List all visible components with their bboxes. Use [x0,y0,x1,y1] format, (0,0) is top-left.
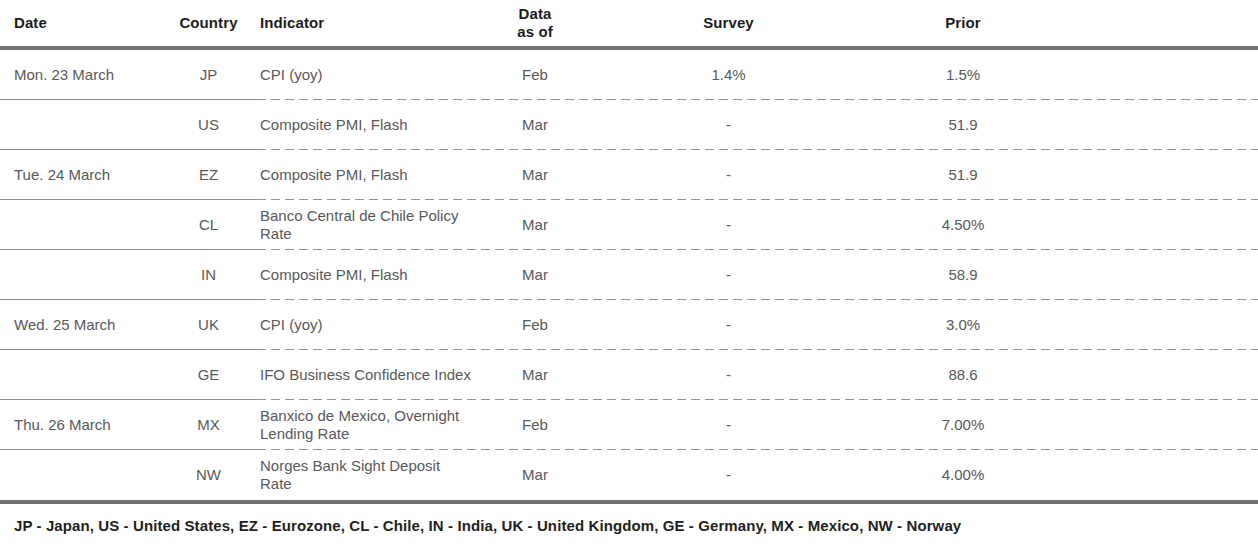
indicator-cell: CPI (yoy) [257,300,500,350]
row-filler [1039,450,1258,500]
survey-cell: - [570,250,887,300]
column-header-country: Country [160,14,257,32]
survey-cell: - [570,100,887,150]
row-filler [1039,350,1258,400]
header-filler [1039,5,1258,41]
prior-cell: 51.9 [887,100,1039,150]
country-cell: JP [160,50,257,99]
prior-cell: 88.6 [887,350,1039,400]
table-row: Wed. 25 March UK CPI (yoy) Feb - 3.0% [0,300,1258,350]
row-filler [1039,250,1258,300]
date-cell [0,250,160,299]
data-as-of-cell: Mar [500,150,570,200]
indicator-cell: Banco Central de Chile Policy Rate [257,200,500,250]
table-row: NW Norges Bank Sight Deposit Rate Mar - … [0,450,1258,500]
column-header-survey: Survey [570,5,887,41]
date-cell [0,350,160,399]
data-as-of-cell: Mar [500,200,570,250]
indicator-cell: CPI (yoy) [257,50,500,100]
country-cell: UK [160,300,257,349]
survey-cell: - [570,350,887,400]
prior-cell: 7.00% [887,400,1039,450]
data-as-of-cell: Mar [500,100,570,150]
prior-cell: 4.50% [887,200,1039,250]
prior-cell: 4.00% [887,450,1039,500]
indicator-cell: IFO Business Confidence Index [257,350,500,400]
row-filler [1039,100,1258,150]
survey-cell: - [570,450,887,500]
data-as-of-cell: Mar [500,450,570,500]
prior-cell: 1.5% [887,50,1039,100]
date-cell [0,200,160,249]
country-cell: GE [160,350,257,399]
date-cell: Wed. 25 March [0,300,160,349]
country-cell: NW [160,450,257,500]
prior-cell: 51.9 [887,150,1039,200]
date-cell [0,100,160,149]
survey-cell: - [570,400,887,450]
table-row: US Composite PMI, Flash Mar - 51.9 [0,100,1258,150]
table-row: Mon. 23 March JP CPI (yoy) Feb 1.4% 1.5% [0,50,1258,100]
data-as-of-cell: Feb [500,50,570,100]
indicator-cell: Composite PMI, Flash [257,150,500,200]
table-row: GE IFO Business Confidence Index Mar - 8… [0,350,1258,400]
data-as-of-cell: Mar [500,250,570,300]
country-cell: IN [160,250,257,299]
country-cell: EZ [160,150,257,199]
country-cell: MX [160,400,257,449]
indicator-cell: Composite PMI, Flash [257,100,500,150]
date-cell [0,450,160,500]
row-filler [1039,200,1258,250]
survey-cell: 1.4% [570,50,887,100]
prior-cell: 58.9 [887,250,1039,300]
row-filler [1039,50,1258,100]
table-header-row: Date Country Indicator Data as of Survey… [0,0,1258,46]
indicator-cell: Banxico de Mexico, Overnight Lending Rat… [257,400,500,450]
column-header-data-as-of: Data as of [500,5,570,41]
survey-cell: - [570,300,887,350]
economic-calendar-table: Date Country Indicator Data as of Survey… [0,0,1258,534]
column-header-indicator: Indicator [257,5,500,41]
row-filler [1039,150,1258,200]
country-code-legend: JP - Japan, US - United States, EZ - Eur… [0,504,1258,534]
table-body: Mon. 23 March JP CPI (yoy) Feb 1.4% 1.5%… [0,50,1258,500]
table-row: IN Composite PMI, Flash Mar - 58.9 [0,250,1258,300]
data-as-of-cell: Mar [500,350,570,400]
survey-cell: - [570,200,887,250]
country-cell: US [160,100,257,149]
country-cell: CL [160,200,257,249]
column-header-date: Date [0,14,160,32]
indicator-cell: Composite PMI, Flash [257,250,500,300]
date-cell: Thu. 26 March [0,400,160,449]
date-cell: Mon. 23 March [0,50,160,99]
date-cell: Tue. 24 March [0,150,160,199]
table-row: Thu. 26 March MX Banxico de Mexico, Over… [0,400,1258,450]
prior-cell: 3.0% [887,300,1039,350]
survey-cell: - [570,150,887,200]
data-as-of-cell: Feb [500,300,570,350]
row-filler [1039,400,1258,450]
column-header-prior: Prior [887,5,1039,41]
data-as-of-cell: Feb [500,400,570,450]
table-row: Tue. 24 March EZ Composite PMI, Flash Ma… [0,150,1258,200]
table-row: CL Banco Central de Chile Policy Rate Ma… [0,200,1258,250]
indicator-cell: Norges Bank Sight Deposit Rate [257,450,500,500]
row-filler [1039,300,1258,350]
